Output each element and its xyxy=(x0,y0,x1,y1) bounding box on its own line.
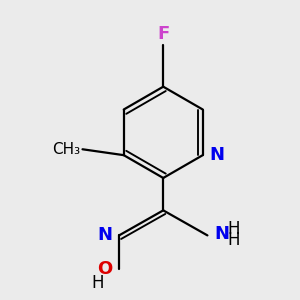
Text: O: O xyxy=(98,260,112,278)
Text: H: H xyxy=(92,274,104,292)
Text: F: F xyxy=(157,25,170,43)
Text: N: N xyxy=(209,146,224,164)
Text: H: H xyxy=(227,231,240,249)
Text: N: N xyxy=(214,225,229,243)
Text: N: N xyxy=(98,226,112,244)
Text: H: H xyxy=(227,220,240,238)
Text: CH₃: CH₃ xyxy=(52,142,80,157)
